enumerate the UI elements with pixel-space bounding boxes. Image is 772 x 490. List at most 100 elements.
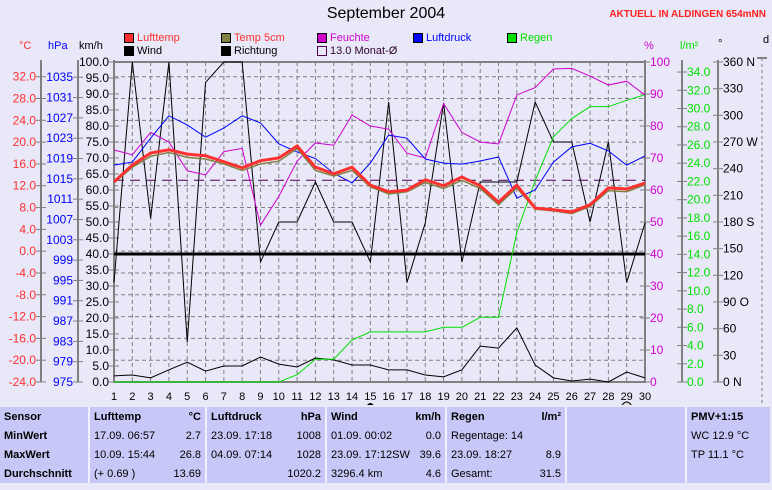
rain-unit: l/m² [680,40,699,52]
direction-tick-label: 270 W [723,135,758,149]
x-tick-label: 8 [239,391,245,403]
wind-tick-label: 75.0 [86,135,110,149]
wind-tick-label: 15.0 [86,327,110,341]
wind-tick-label: 100.0 [79,55,109,69]
legend-label: Lufttemp [137,32,180,44]
row-label: Durchschnitt [4,467,72,480]
wind-tick-label: 30.0 [86,279,110,293]
cell-value: 39.6 [419,448,441,461]
pressure-tick-label: 999 [53,253,73,267]
wind-tick-label: 45.0 [86,231,110,245]
legend-regen[interactable]: Regen [507,32,552,44]
lufttemp-series-line [112,143,646,214]
cell-value: 1028 [296,448,321,461]
cell-value: 4.6 [425,467,441,480]
regen-swatch-icon [507,33,517,43]
rain-tick-label: 34.0 [687,65,711,79]
legend-label: Temp 5cm [234,32,285,44]
temp-tick-label: 24.0 [13,113,37,127]
humidity-tick-label: 100 [650,55,670,69]
pressure-tick-label: 1007 [46,212,73,226]
cell-text: TP 11.1 °C [691,448,744,461]
header-cell: Wind km/h [325,407,446,426]
legend-wind[interactable]: Wind [124,45,162,57]
temp-tick-label: -4.0 [15,266,36,280]
rain-tick-label: 2.0 [687,357,704,371]
luftdruck-swatch-icon [413,33,423,43]
pressure-tick-label: 975 [53,375,73,389]
weather-chart: -24.0-20.0-16.0-12.0-8.0-4.00.04.08.012.… [9,55,767,405]
direction-tick-label: 150 [723,242,743,256]
richtung-series-line [113,61,646,343]
cell-text: 23.09. 17:12SW [331,448,410,461]
wind-tick-label: 65.0 [86,167,110,181]
pressure-tick-label: 991 [53,294,73,308]
temp-tick-label: 4.0 [19,222,36,236]
legend-richtung[interactable]: Richtung [221,45,277,57]
table-row: Durchschnitt (+ 0.69 ) 13.69 1020.2 3296.4 k… [0,464,770,483]
table-cell [565,464,686,483]
rain-tick-label: 12.0 [687,266,711,280]
table-cell: (+ 0.69 ) 13.69 [88,464,206,483]
pressure-tick-label: 1011 [47,192,73,206]
legend-feuchte[interactable]: Feuchte [317,32,370,44]
direction-tick-label: 240 [723,162,743,176]
direction-tick-label: 60 [723,322,737,336]
cell-text: 01.09. 00:02 [331,429,393,442]
monat-swatch-icon [317,46,327,56]
header-label: Luftdruck [211,410,262,423]
pressure-tick-label: 987 [53,314,73,328]
wind-unit: km/h [79,40,103,52]
pressure-tick-label: 979 [53,355,73,369]
cell-value: 1020.2 [287,467,321,480]
wind-tick-label: 25.0 [86,295,110,309]
legend-label: Luftdruck [426,32,472,44]
legend-monat[interactable]: 13.0 Monat-Ø [317,45,397,57]
new-moon-icon [367,403,374,405]
legend-label: Wind [137,45,163,57]
temp5cm-swatch-icon [221,33,231,43]
table-cell: 23.09. 17:12SW 39.6 [325,445,446,464]
cell-value: 2.7 [185,429,201,442]
cell-text: 3296.4 km [331,467,383,480]
table-header-row: Sensor Lufttemp °C Luftdruck hPa Wind km/h … [0,407,770,426]
legend-luftdruck[interactable]: Luftdruck [413,32,471,44]
chart-title: September 2004 [326,5,446,22]
pressure-tick-label: 1035 [46,70,73,84]
table-cell: WC 12.9 °C [685,426,770,445]
temp-tick-label: 28.0 [13,92,37,106]
humidity-tick-label: 20 [650,311,664,325]
header-label: Wind [331,410,358,423]
cell-value: 0.0 [425,429,441,442]
station-label: AKTUELL IN ALDINGEN 654mNN [609,9,766,20]
table-cell: Regentage: 14 [445,426,566,445]
wind-tick-label: 20.0 [86,311,110,325]
temp-tick-label: 20.0 [13,135,37,149]
row-label: MaxWert [4,448,50,461]
x-tick-label: 19 [437,391,449,403]
wind-tick-label: 95.0 [86,71,110,85]
x-tick-label: 26 [566,391,578,403]
header-cell: Regen l/m² [445,407,566,426]
cell-text: 23.09. 17:18 [211,429,273,442]
legend-temp5cm[interactable]: Temp 5cm [221,32,285,44]
x-tick-label: 16 [383,391,395,403]
table-row: MaxWert 10.09. 15:44 26.8 04.09. 07:14 1028 2… [0,445,770,464]
humidity-tick-label: 30 [650,279,664,293]
table-cell [565,445,686,464]
regen-series-line [114,94,646,383]
humidity-unit: % [644,40,654,52]
table-cell: 01.09. 00:02 0.0 [325,426,446,445]
rain-tick-label: 26.0 [687,138,711,152]
x-tick-label: 4 [166,391,172,403]
rain-tick-label: 18.0 [687,211,711,225]
x-tick-label: 3 [148,391,154,403]
wind-tick-label: 60.0 [86,183,110,197]
table-cell [685,464,770,483]
direction-tick-label: 360 N [723,55,755,69]
wind-tick-label: 55.0 [86,199,110,213]
humidity-tick-label: 60 [650,183,664,197]
feuchte-swatch-icon [317,33,327,43]
header-cell [565,407,686,426]
legend-lufttemp[interactable]: Lufttemp [124,32,180,44]
